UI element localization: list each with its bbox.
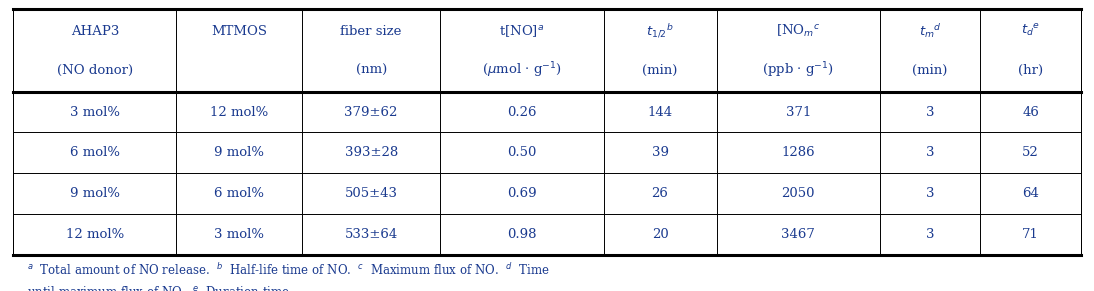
- Text: 393±28: 393±28: [345, 146, 398, 159]
- Text: (min): (min): [912, 64, 947, 77]
- Text: 3: 3: [926, 146, 934, 159]
- Text: 26: 26: [652, 187, 668, 200]
- Text: (nm): (nm): [356, 64, 387, 77]
- Text: fiber size: fiber size: [340, 25, 401, 38]
- Text: 3467: 3467: [781, 228, 815, 241]
- Text: 371: 371: [785, 106, 811, 118]
- Text: 2050: 2050: [781, 187, 815, 200]
- Text: 64: 64: [1022, 187, 1039, 200]
- Text: 3 mol%: 3 mol%: [214, 228, 265, 241]
- Text: (min): (min): [642, 64, 678, 77]
- Text: 505±43: 505±43: [345, 187, 397, 200]
- Text: $^{a}$  Total amount of NO release.  $^{b}$  Half-life time of NO.  $^{c}$  Maxi: $^{a}$ Total amount of NO release. $^{b}…: [27, 262, 550, 278]
- Text: 0.69: 0.69: [507, 187, 537, 200]
- Text: 12 mol%: 12 mol%: [210, 106, 268, 118]
- Text: $t_{m}$$^{d}$: $t_{m}$$^{d}$: [919, 22, 942, 40]
- Text: 3: 3: [926, 228, 934, 241]
- Text: 71: 71: [1022, 228, 1039, 241]
- Text: (ppb $\cdot$ g$^{-1}$): (ppb $\cdot$ g$^{-1}$): [763, 61, 835, 80]
- Text: 52: 52: [1022, 146, 1039, 159]
- Text: MTMOS: MTMOS: [211, 25, 267, 38]
- Text: AHAP3: AHAP3: [71, 25, 119, 38]
- Text: 6 mol%: 6 mol%: [70, 146, 119, 159]
- Text: 533±64: 533±64: [345, 228, 398, 241]
- Text: 0.98: 0.98: [508, 228, 537, 241]
- Text: 12 mol%: 12 mol%: [66, 228, 124, 241]
- Text: 46: 46: [1022, 106, 1039, 118]
- Text: [NO$_{m}$$^{c}$: [NO$_{m}$$^{c}$: [776, 23, 820, 39]
- Text: 0.26: 0.26: [508, 106, 537, 118]
- Text: 9 mol%: 9 mol%: [214, 146, 265, 159]
- Text: 0.50: 0.50: [508, 146, 536, 159]
- Text: $t_{d}$$^{e}$: $t_{d}$$^{e}$: [1021, 23, 1040, 39]
- Text: 3 mol%: 3 mol%: [70, 106, 119, 118]
- Text: (NO donor): (NO donor): [57, 64, 132, 77]
- Text: 144: 144: [648, 106, 673, 118]
- Text: 39: 39: [652, 146, 668, 159]
- Text: until maximum flux of NO.  $^{e}$  Duration time.: until maximum flux of NO. $^{e}$ Duratio…: [27, 285, 293, 291]
- Text: 3: 3: [926, 106, 934, 118]
- Text: 379±62: 379±62: [345, 106, 398, 118]
- Text: 9 mol%: 9 mol%: [70, 187, 119, 200]
- Text: 1286: 1286: [781, 146, 815, 159]
- Text: ($\mu$mol $\cdot$ g$^{-1}$): ($\mu$mol $\cdot$ g$^{-1}$): [482, 61, 561, 80]
- Text: t[NO]$^{a}$: t[NO]$^{a}$: [499, 23, 545, 39]
- Text: 3: 3: [926, 187, 934, 200]
- Text: $t_{1/2}$$^{b}$: $t_{1/2}$$^{b}$: [647, 22, 674, 40]
- Text: 20: 20: [652, 228, 668, 241]
- Text: 6 mol%: 6 mol%: [214, 187, 265, 200]
- Text: (hr): (hr): [1019, 64, 1044, 77]
